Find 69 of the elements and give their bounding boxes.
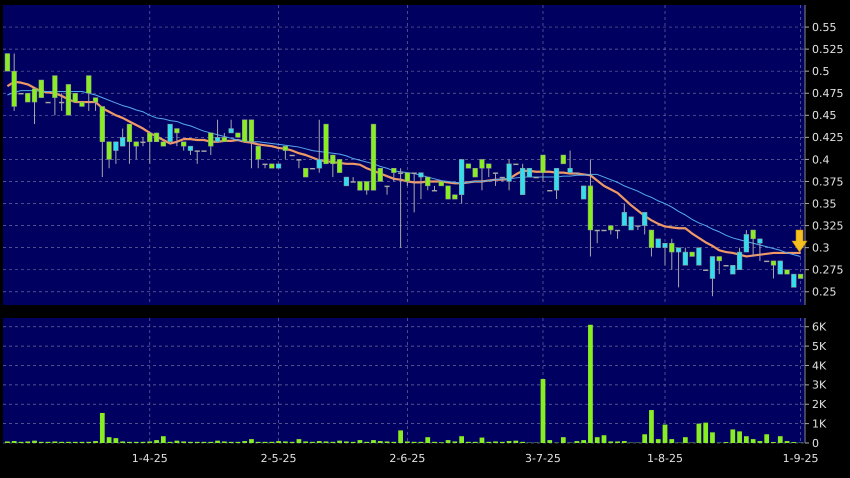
x-tick-label: 3-7-25 <box>525 452 561 465</box>
bar <box>703 422 708 443</box>
bar <box>588 324 593 443</box>
bar <box>669 439 674 443</box>
y-tick-label: 0.3 <box>812 241 830 254</box>
bar <box>581 440 586 443</box>
y-tick-label: 2K <box>812 398 827 412</box>
y-tick-label: 0.275 <box>812 264 844 277</box>
bar <box>398 430 403 443</box>
candlestick <box>282 146 288 160</box>
bar <box>371 440 376 443</box>
bar <box>459 436 464 443</box>
y-tick-label: 0.55 <box>812 20 836 34</box>
candlestick <box>52 75 58 116</box>
bar <box>480 438 484 443</box>
x-tick-label: 1-9-25 <box>782 452 819 465</box>
candlestick <box>92 97 98 112</box>
bar <box>358 440 362 443</box>
y-tick-label: 3K <box>812 378 827 392</box>
y-tick-label: 0 <box>812 436 819 450</box>
y-tick-label: 0.375 <box>812 175 844 188</box>
y-tick-label: 0.425 <box>812 131 844 144</box>
bar <box>594 437 600 443</box>
bar <box>114 438 118 443</box>
bar <box>764 434 770 443</box>
y-tick-label: 0.5 <box>812 65 830 78</box>
bar <box>649 410 654 443</box>
candlestick <box>86 75 92 112</box>
bar <box>540 379 546 443</box>
y-tick-label: 5K <box>812 340 827 353</box>
bar <box>602 435 606 443</box>
candlestick <box>256 146 261 169</box>
y-tick-label: 0.525 <box>812 42 844 56</box>
y-tick-label: 4K <box>812 359 827 372</box>
y-tick-label: 6K <box>812 320 827 334</box>
bar <box>750 439 756 443</box>
bar <box>249 439 254 443</box>
bar <box>778 436 783 443</box>
bar <box>106 437 112 443</box>
y-tick-label: 1K <box>812 417 827 430</box>
x-tick-label: 1-4-25 <box>132 452 168 465</box>
bar <box>100 412 105 443</box>
y-tick-label: 0.4 <box>812 153 830 166</box>
bar <box>710 432 715 443</box>
bar <box>560 437 566 443</box>
x-tick-label: 2-5-25 <box>260 452 297 465</box>
bar <box>425 437 430 443</box>
bar <box>744 436 749 443</box>
y-tick-label: 0.325 <box>812 219 844 232</box>
y-tick-label: 0.45 <box>812 109 836 122</box>
bar <box>296 439 302 443</box>
bar <box>642 434 648 443</box>
x-tick-label: 2-6-25 <box>389 452 426 465</box>
bar <box>656 439 661 443</box>
bar <box>730 429 736 443</box>
bar <box>737 431 742 443</box>
y-tick-label: 0.35 <box>812 197 836 210</box>
bar <box>696 424 702 443</box>
y-tick-label: 0.475 <box>812 87 844 100</box>
bar <box>446 440 450 443</box>
x-tick-label: 1-8-25 <box>647 452 683 465</box>
bar <box>547 440 552 443</box>
bar <box>154 440 159 443</box>
bar <box>662 424 668 443</box>
y-tick-label: 0.25 <box>812 286 836 299</box>
candlestick <box>540 154 546 182</box>
bar <box>160 436 166 443</box>
candlestick <box>492 172 498 186</box>
bar <box>682 437 688 443</box>
